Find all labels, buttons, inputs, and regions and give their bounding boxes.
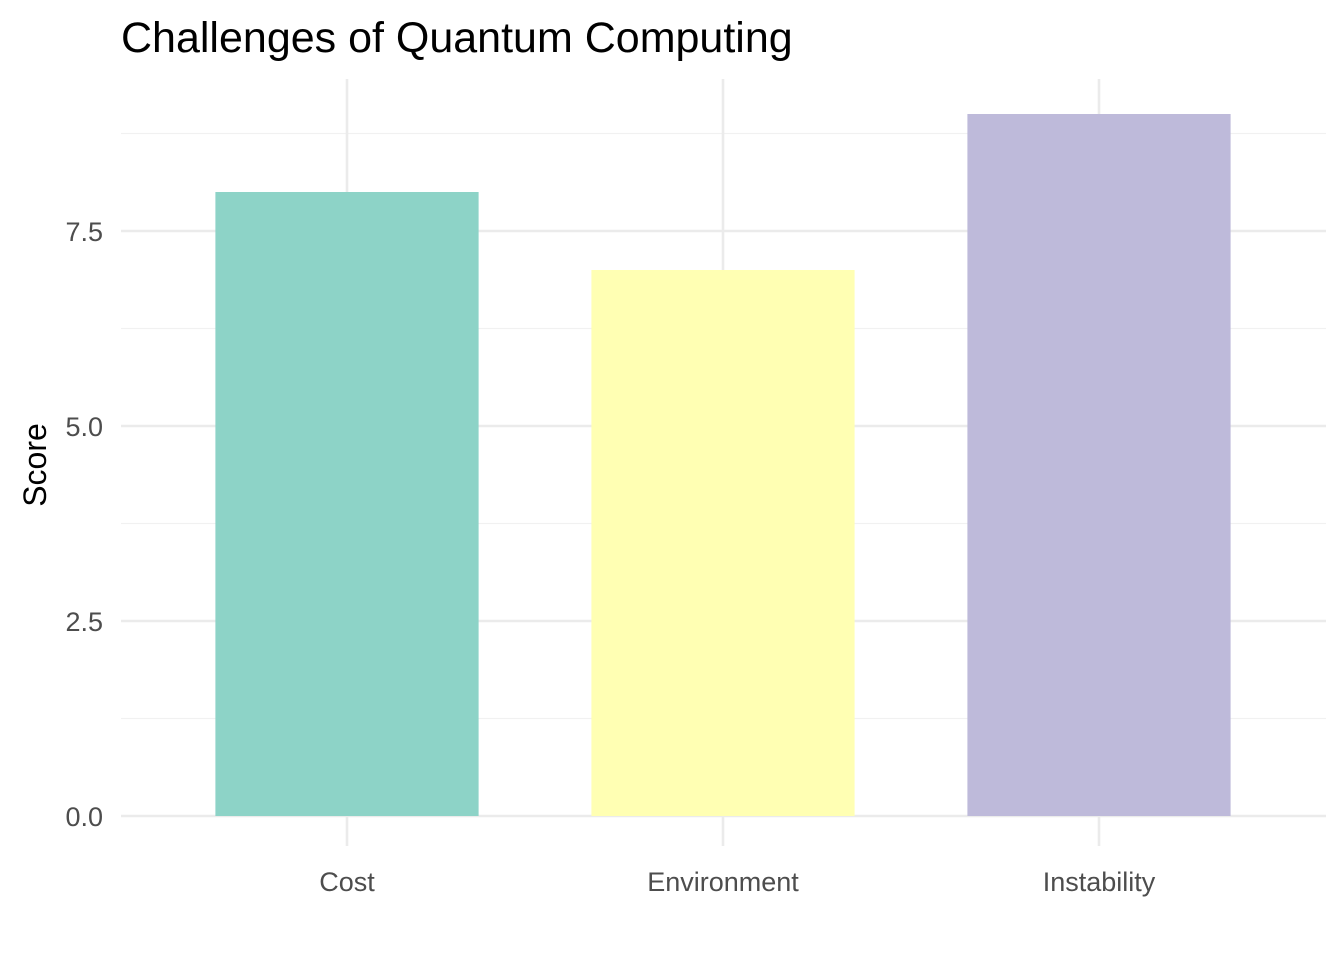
y-axis-title: Score	[17, 423, 53, 507]
bar-cost	[215, 192, 479, 816]
y-tick-label: 2.5	[65, 607, 103, 637]
bar-environment	[591, 270, 855, 816]
y-tick-label: 7.5	[65, 217, 103, 247]
bar-instability	[967, 114, 1231, 816]
bars	[215, 114, 1231, 816]
x-tick-label: Environment	[647, 867, 799, 897]
y-tick-label: 5.0	[65, 412, 103, 442]
x-tick-label: Cost	[319, 867, 375, 897]
tick-labels: 0.0 2.5 5.0 7.5 Cost Environment Instability	[65, 217, 1155, 897]
x-tick-label: Instability	[1043, 867, 1156, 897]
y-tick-label: 0.0	[65, 802, 103, 832]
chart-title: Challenges of Quantum Computing	[121, 14, 793, 62]
